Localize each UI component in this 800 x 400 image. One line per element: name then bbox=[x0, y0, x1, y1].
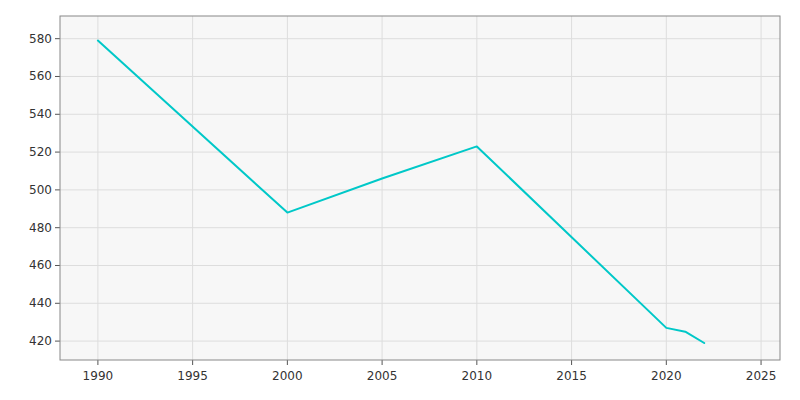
x-tick-label: 2010 bbox=[462, 369, 493, 383]
x-grid-line bbox=[192, 16, 193, 360]
x-tick-label: 2025 bbox=[746, 369, 777, 383]
chart-container: 1990 1995 2000 2005 2010 2015 2020 2025 420 440 46… bbox=[0, 0, 800, 400]
y-grid-line bbox=[60, 38, 780, 39]
page: {"chart_data": {"type": "line", "x": [19… bbox=[0, 0, 800, 400]
x-grid-line bbox=[97, 16, 98, 360]
x-grid-line bbox=[287, 16, 288, 360]
axes: 1990 1995 2000 2005 2010 2015 2020 2025 420 440 46… bbox=[29, 32, 776, 383]
x-tick bbox=[97, 360, 98, 365]
y-tick-label: 560 bbox=[29, 69, 52, 83]
data-layer bbox=[98, 41, 704, 343]
y-tick bbox=[55, 189, 60, 190]
x-tick-label: 1990 bbox=[83, 369, 114, 383]
y-tick bbox=[55, 227, 60, 228]
plot-background bbox=[60, 16, 780, 360]
y-tick bbox=[55, 114, 60, 115]
data-line bbox=[98, 41, 704, 343]
x-grid-line bbox=[761, 16, 762, 360]
y-grid-line bbox=[60, 227, 780, 228]
y-tick bbox=[55, 152, 60, 153]
y-tick bbox=[55, 76, 60, 77]
y-tick-label: 540 bbox=[29, 107, 52, 121]
x-tick bbox=[382, 360, 383, 365]
x-grid-line bbox=[571, 16, 572, 360]
y-tick bbox=[55, 341, 60, 342]
y-grid-line bbox=[60, 341, 780, 342]
y-tick-label: 520 bbox=[29, 145, 52, 159]
y-grid-line bbox=[60, 76, 780, 77]
y-tick-label: 480 bbox=[29, 221, 52, 235]
y-grid-line bbox=[60, 152, 780, 153]
x-grid-line bbox=[476, 16, 477, 360]
x-grid-line bbox=[666, 16, 667, 360]
x-tick bbox=[476, 360, 477, 365]
x-tick bbox=[666, 360, 667, 365]
chart-svg: 1990 1995 2000 2005 2010 2015 2020 2025 420 440 46… bbox=[0, 0, 800, 400]
grid bbox=[60, 16, 780, 360]
y-tick bbox=[55, 38, 60, 39]
x-tick bbox=[192, 360, 193, 365]
x-tick bbox=[287, 360, 288, 365]
y-tick-label: 500 bbox=[29, 183, 52, 197]
x-tick-label: 2020 bbox=[651, 369, 682, 383]
y-grid-line bbox=[60, 303, 780, 304]
y-tick-label: 580 bbox=[29, 32, 52, 46]
y-grid-line bbox=[60, 114, 780, 115]
x-tick bbox=[571, 360, 572, 365]
y-grid-line bbox=[60, 189, 780, 190]
y-grid-line bbox=[60, 265, 780, 266]
y-tick bbox=[55, 303, 60, 304]
x-tick-label: 2015 bbox=[556, 369, 587, 383]
y-tick-label: 440 bbox=[29, 296, 52, 310]
y-tick-label: 420 bbox=[29, 334, 52, 348]
x-tick-label: 2005 bbox=[367, 369, 398, 383]
x-tick-label: 2000 bbox=[272, 369, 303, 383]
x-grid-line bbox=[382, 16, 383, 360]
y-tick-label: 460 bbox=[29, 258, 52, 272]
x-tick bbox=[761, 360, 762, 365]
x-tick-label: 1995 bbox=[177, 369, 208, 383]
y-tick bbox=[55, 265, 60, 266]
plot-frame bbox=[60, 16, 780, 360]
